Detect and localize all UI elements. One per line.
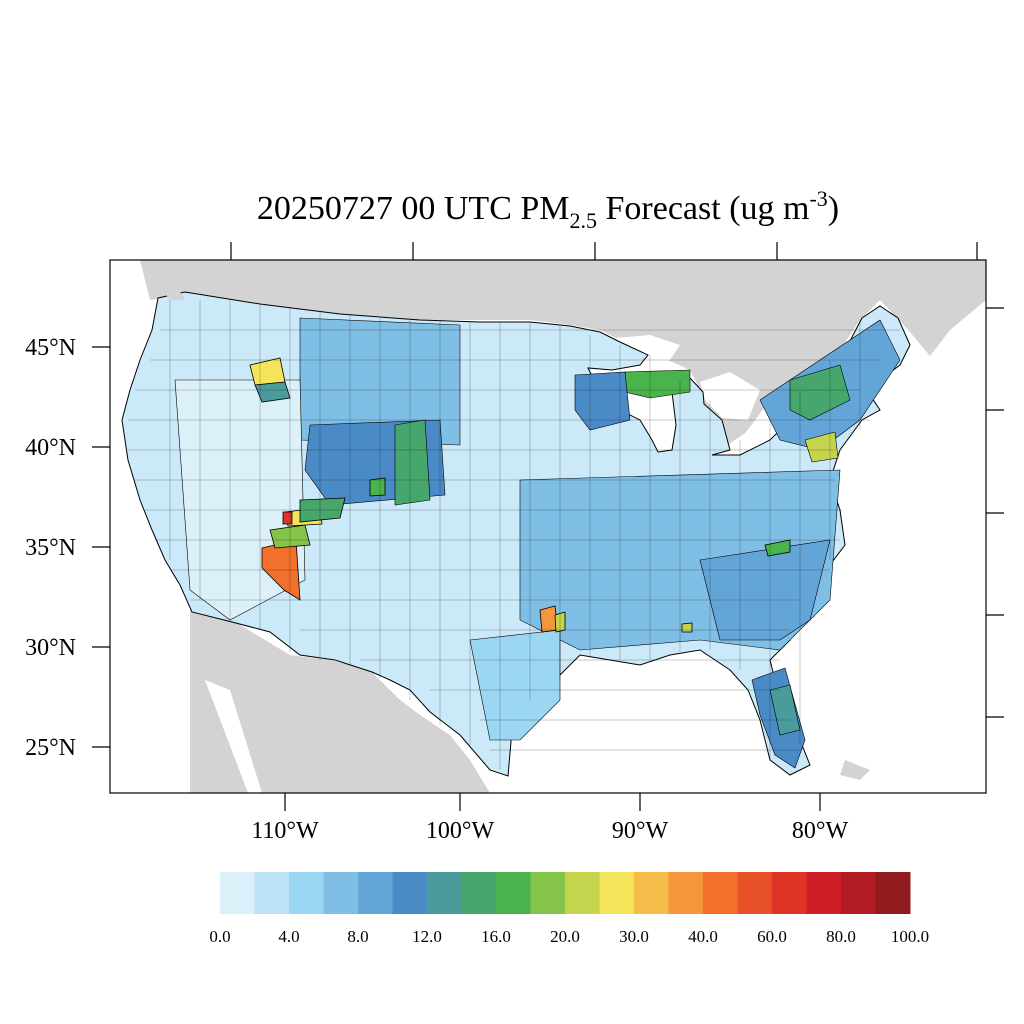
- vancouver-island: [140, 260, 185, 300]
- colorbar-swatch: [875, 872, 911, 914]
- colorbar-swatch: [841, 872, 876, 914]
- alabama-hotspot: [681, 622, 693, 633]
- lake-huron: [700, 372, 760, 420]
- baja-peninsula: [205, 680, 262, 793]
- colorbar-swatch: [703, 872, 738, 914]
- colorbar-swatch: [496, 872, 531, 914]
- colorbar-swatch: [289, 872, 324, 914]
- map-frame: [109, 259, 987, 794]
- colorbar-swatch: [599, 872, 635, 914]
- colorbar-swatch: [737, 872, 773, 914]
- lat-ticks: [92, 346, 110, 748]
- cuba-landmass: [840, 760, 870, 780]
- bottom-ticks: [284, 793, 821, 811]
- tennessee-hotspot: [764, 539, 791, 557]
- colorbar-label: 20.0: [550, 927, 580, 946]
- colorbar-label: 80.0: [826, 927, 856, 946]
- top-ticks: [230, 242, 978, 260]
- colorbar-label: 100.0: [891, 927, 929, 946]
- colorbar-swatch: [392, 872, 428, 914]
- right-ticks: [986, 307, 1004, 718]
- colorado-hotspot: [369, 477, 386, 497]
- lon-label: 80°W: [792, 818, 849, 844]
- canada-landmass: [140, 260, 986, 455]
- colorbar-swatch: [220, 872, 255, 914]
- colorbar: 0.0 4.0 8.0 12.0 16.0 20.0 30.0 40.0 60.0 80.0 100…: [209, 872, 929, 946]
- utah-hotspot-c: [282, 511, 293, 525]
- map-panel: 45°N 40°N 35°N 30°N 25°N 110°W 100°W 90°…: [25, 242, 1004, 844]
- eastern-colorado-region: [394, 419, 431, 506]
- lon-label: 110°W: [251, 818, 319, 844]
- wisconsin-region: [574, 371, 631, 431]
- colorbar-label: 12.0: [412, 927, 442, 946]
- colorbar-swatch: [254, 872, 290, 914]
- lon-label: 100°W: [426, 818, 495, 844]
- colorbar-swatch: [668, 872, 704, 914]
- mexico-landmass: [190, 610, 490, 793]
- colorbar-swatch: [772, 872, 807, 914]
- colorbar-label: 16.0: [481, 927, 511, 946]
- lat-label: 40°N: [25, 435, 76, 461]
- figure-title: 20250727 00 UTC PM2.5 Forecast (ug m-3): [257, 186, 839, 233]
- county-grid: [128, 300, 900, 770]
- colorbar-swatch: [634, 872, 669, 914]
- colorbar-label: 30.0: [619, 927, 649, 946]
- lat-label: 30°N: [25, 635, 76, 661]
- colorbar-label: 4.0: [278, 927, 299, 946]
- colorbar-label: 8.0: [347, 927, 368, 946]
- colorbar-label: 60.0: [757, 927, 787, 946]
- colorbar-label: 0.0: [209, 927, 230, 946]
- lat-label: 45°N: [25, 335, 76, 361]
- colorbar-swatch: [427, 872, 462, 914]
- pennsylvania-region: [804, 431, 839, 463]
- lake-michigan: [652, 388, 676, 450]
- colorbar-swatch: [461, 872, 497, 914]
- lat-label: 25°N: [25, 735, 76, 761]
- colorbar-label: 40.0: [688, 927, 718, 946]
- colorbar-swatch: [323, 872, 359, 914]
- colorbar-swatch: [530, 872, 566, 914]
- southeast-region: [699, 539, 831, 641]
- lon-label: 90°W: [612, 818, 669, 844]
- lat-label: 35°N: [25, 535, 76, 561]
- colorbar-swatch: [358, 872, 393, 914]
- colorbar-swatch: [806, 872, 842, 914]
- colorbar-swatch: [565, 872, 600, 914]
